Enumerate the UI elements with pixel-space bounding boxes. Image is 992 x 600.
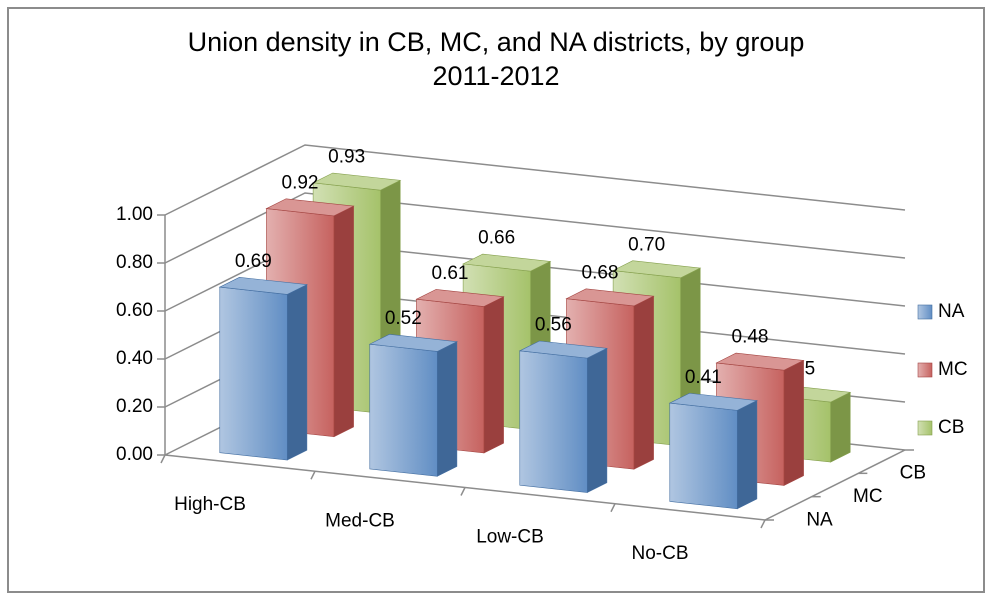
bar-side <box>483 296 504 454</box>
bar-side <box>783 359 804 486</box>
data-label: 0.92 <box>282 172 319 193</box>
bar-side <box>286 284 308 461</box>
bar-top <box>265 198 355 217</box>
legend-label: MC <box>938 359 968 380</box>
data-label: 0.48 <box>732 327 769 348</box>
bar-top <box>668 392 758 411</box>
y-tick-label: 0.80 <box>116 252 153 273</box>
legend-swatch <box>917 420 933 436</box>
bar-front <box>669 402 738 510</box>
data-label: 0.52 <box>385 308 422 329</box>
bar-top <box>312 172 402 191</box>
bar-front <box>369 343 438 477</box>
legend-swatch <box>917 304 933 320</box>
depth-tick-label: NA <box>806 509 833 530</box>
bar-front <box>219 286 288 461</box>
bar-side <box>633 295 654 470</box>
legend-label: NA <box>938 301 965 322</box>
y-tick-label: 0.60 <box>116 300 153 321</box>
bar-front <box>519 350 588 493</box>
bar-top <box>612 260 702 279</box>
y-tick-label: 0.00 <box>116 444 153 465</box>
bar-side <box>830 391 851 463</box>
data-label: 0.66 <box>478 228 515 249</box>
data-label: 0.68 <box>582 262 619 283</box>
data-label: 0.61 <box>432 263 469 284</box>
grid-line <box>164 192 906 264</box>
chart-title: Union density in CB, MC, and NA district… <box>188 27 805 57</box>
bar-side <box>586 347 608 493</box>
bar-side <box>436 341 458 477</box>
bar-top <box>565 288 655 307</box>
data-label: 0.41 <box>685 367 722 388</box>
chart-subtitle: 2011-2012 <box>432 61 559 91</box>
data-label: 0.70 <box>628 234 665 255</box>
data-label: 0.69 <box>235 251 272 272</box>
depth-tick-label: MC <box>853 486 883 507</box>
bar-top <box>415 289 505 307</box>
data-label: 0.56 <box>535 315 572 336</box>
bar-top <box>715 352 805 371</box>
data-label: 0.93 <box>328 147 365 168</box>
bar-top <box>518 340 608 359</box>
x-tick-label: No-CB <box>631 543 688 564</box>
x-tick <box>310 470 316 480</box>
bar-side <box>333 205 354 438</box>
bar-top <box>462 253 552 272</box>
x-tick <box>610 503 616 513</box>
legend-label: CB <box>938 417 964 438</box>
x-tick-label: High-CB <box>174 494 246 515</box>
grid-line <box>164 144 906 216</box>
x-tick-label: Low-CB <box>476 527 544 548</box>
depth-axis <box>764 449 906 521</box>
x-tick <box>160 454 166 464</box>
bar-top <box>368 334 458 352</box>
legend-swatch <box>917 362 933 378</box>
y-tick-label: 0.20 <box>116 396 153 417</box>
x-tick <box>460 487 466 496</box>
depth-tick-label: CB <box>900 463 926 484</box>
bar-side <box>736 400 758 510</box>
y-tick-label: 0.40 <box>116 348 153 369</box>
y-tick-label: 1.00 <box>116 204 153 225</box>
x-tick-label: Med-CB <box>325 510 395 531</box>
bar-top <box>218 276 308 295</box>
x-tick <box>760 519 766 529</box>
